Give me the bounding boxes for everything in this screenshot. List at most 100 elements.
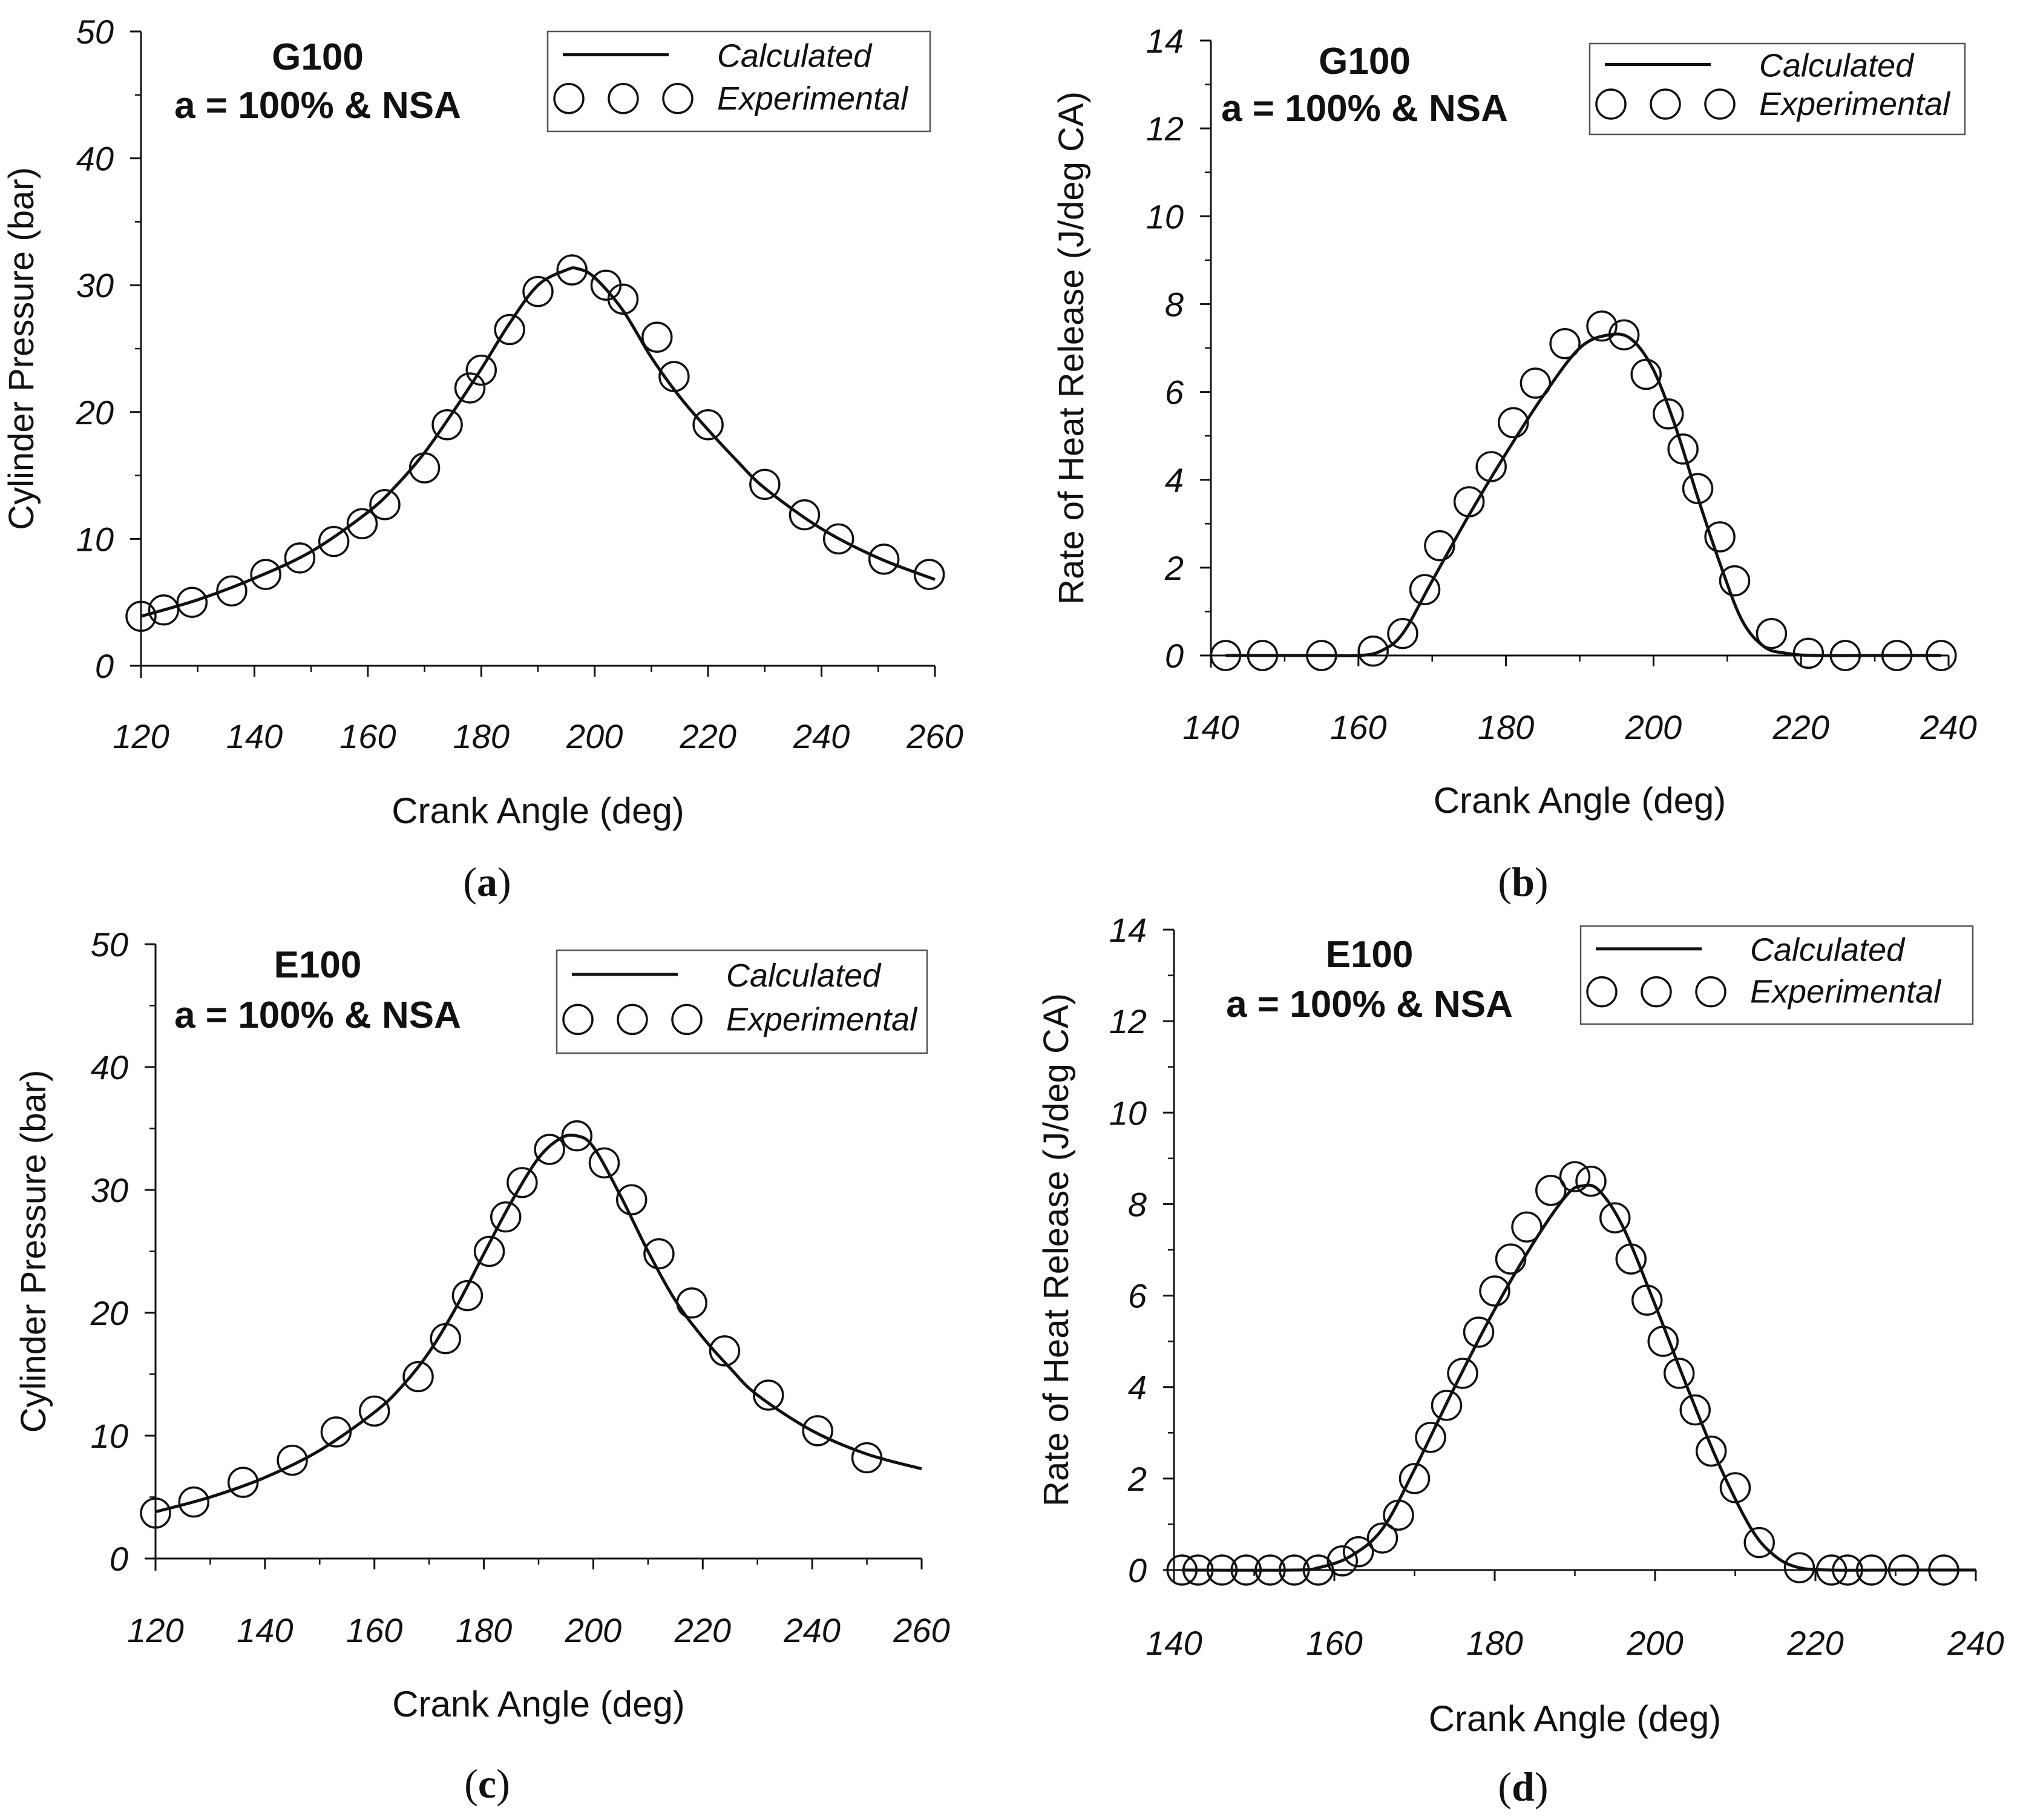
- y-tick-label: 0: [1165, 637, 1184, 675]
- x-tick-label: 200: [1625, 708, 1682, 746]
- x-tick-label: 180: [1478, 708, 1534, 746]
- experimental-data-point: [1928, 1554, 1959, 1586]
- y-tick-label: 12: [1109, 1002, 1147, 1040]
- experimental-data-point: [1383, 1499, 1414, 1531]
- y-tick-label: 2: [1164, 549, 1184, 587]
- legend-marker-symbol: [1695, 976, 1726, 1008]
- experimental-data-point: [1447, 1358, 1478, 1389]
- experimental-data-point: [1631, 1284, 1663, 1316]
- y-axis-label: Rate of Heat Release (J/deg CA): [1037, 993, 1076, 1506]
- x-tick-label: 220: [1772, 708, 1829, 746]
- experimental-data-point: [1559, 1161, 1591, 1192]
- experimental-data-point: [250, 559, 281, 590]
- experimental-data-point: [1326, 1545, 1358, 1577]
- legend-box: [1579, 925, 1974, 1025]
- experimental-data-point: [465, 354, 497, 386]
- legend-marker-symbol: [662, 83, 693, 114]
- y-tick-label: 10: [1146, 197, 1184, 235]
- experimental-data-point: [148, 594, 180, 626]
- x-tick-label: 260: [893, 1611, 949, 1649]
- experimental-data-point: [1653, 398, 1684, 430]
- y-tick-label: 10: [76, 520, 114, 558]
- x-tick-label: 160: [1330, 708, 1386, 746]
- experimental-data-point: [1586, 310, 1618, 342]
- y-tick-label: 10: [91, 1417, 128, 1455]
- experimental-data-point: [277, 1444, 308, 1476]
- experimental-data-point: [556, 254, 588, 286]
- x-tick-label: 140: [237, 1611, 293, 1649]
- experimental-data-point: [216, 575, 248, 607]
- experimental-data-point: [851, 1442, 883, 1474]
- y-tick-label: 4: [1128, 1368, 1147, 1407]
- experimental-data-point: [1667, 433, 1699, 465]
- experimental-data-point: [534, 1134, 565, 1165]
- chart-panel-c: 120 140 160 180 200 220 240 260 0 10 20 30 40 50 Crank…: [14, 925, 950, 1807]
- experimental-data-point: [522, 275, 554, 307]
- y-tick-label: 14: [1146, 22, 1184, 60]
- x-tick-label: 240: [1920, 708, 1976, 746]
- y-tick-label: 6: [1165, 373, 1184, 412]
- experimental-data-point: [1210, 640, 1242, 671]
- experimental-data-point: [408, 452, 441, 484]
- experimental-data-point: [473, 1235, 505, 1267]
- fuel-label: E100: [1326, 934, 1414, 976]
- experimental-data-point: [1415, 1422, 1446, 1453]
- experimental-data-point: [1783, 1552, 1815, 1583]
- legend-label-calculated: Calculated: [717, 38, 873, 74]
- panel-caption: (d): [1498, 1764, 1548, 1810]
- panel-caption-letter: d: [1512, 1764, 1535, 1810]
- experimental-data-point: [692, 409, 724, 441]
- y-tick-label: 30: [91, 1171, 128, 1209]
- x-tick-label: 120: [113, 717, 169, 755]
- legend-label-experimental: Experimental: [726, 1001, 918, 1037]
- panel-caption: (b): [1498, 859, 1548, 905]
- experimental-data-point: [284, 542, 316, 574]
- legend-label-experimental: Experimental: [1750, 974, 1942, 1010]
- experimental-data-point: [561, 1120, 593, 1152]
- experimental-data-point: [1719, 565, 1751, 597]
- experimental-data-point: [1431, 1390, 1463, 1421]
- experimental-data-point: [1206, 1554, 1238, 1586]
- experimental-data-point: [125, 600, 157, 632]
- condition-label: a = 100% & NSA: [174, 994, 461, 1036]
- x-tick-label: 260: [906, 717, 963, 755]
- y-tick-label: 0: [110, 1540, 128, 1578]
- experimental-data-point: [1815, 1554, 1848, 1586]
- experimental-data-point: [1511, 1211, 1543, 1243]
- x-tick-label: 160: [339, 717, 396, 755]
- chart-panel-b: 140 160 180 200 220 240 0 2 4 6 8 10 12 14 Crank Angle…: [1052, 22, 1977, 905]
- legend-marker-symbol: [553, 83, 585, 114]
- experimental-data-point: [1792, 637, 1825, 669]
- experimental-data-point: [507, 1167, 538, 1198]
- legend-marker-symbol: [1595, 88, 1627, 120]
- y-tick-label: 30: [76, 266, 114, 304]
- legend-box: [556, 949, 928, 1054]
- experimental-data-point: [1495, 1243, 1527, 1275]
- experimental-data-point: [643, 1238, 675, 1270]
- x-axis-label: Crank Angle (deg): [1434, 780, 1726, 821]
- experimental-data-point: [1463, 1316, 1495, 1348]
- experimental-data-point: [1599, 1202, 1631, 1234]
- x-tick-label: 120: [127, 1611, 183, 1649]
- experimental-data-point: [178, 1486, 210, 1518]
- x-tick-label: 200: [566, 717, 623, 755]
- fuel-label: G100: [1319, 41, 1411, 82]
- experimental-data-point: [490, 1201, 522, 1233]
- experimental-data-point: [1696, 1435, 1727, 1467]
- experimental-data-point: [1608, 319, 1640, 350]
- legend-marker-symbol: [1704, 88, 1736, 120]
- experimental-data-point: [1279, 1554, 1310, 1586]
- experimental-data-point: [1247, 640, 1279, 671]
- y-tick-label: 20: [90, 1294, 128, 1332]
- experimental-data-point: [676, 1287, 707, 1319]
- experimental-data-point: [1630, 358, 1662, 390]
- x-axis-label: Crank Angle (deg): [1429, 1698, 1722, 1739]
- experimental-data-point: [1254, 1554, 1286, 1586]
- experimental-data-point: [1926, 640, 1957, 671]
- experimental-data-point: [1520, 367, 1552, 399]
- x-tick-label: 220: [1786, 1624, 1843, 1662]
- experimental-data-point: [1182, 1554, 1214, 1586]
- legend-box: [546, 30, 931, 133]
